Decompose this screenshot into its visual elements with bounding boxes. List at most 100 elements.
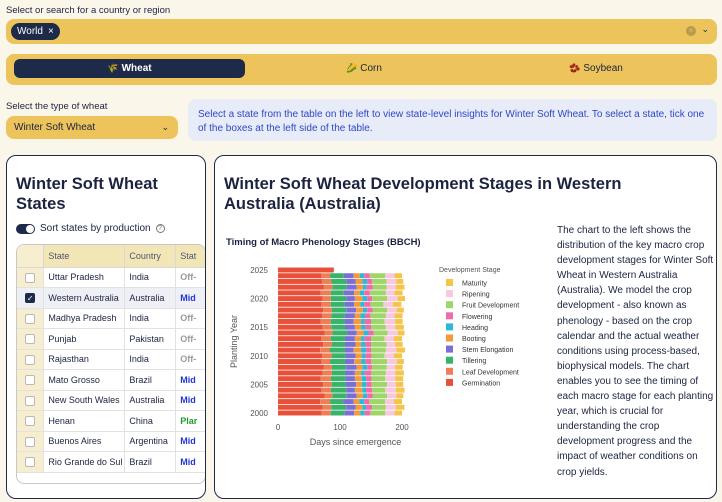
sort-toggle-label: Sort states by production [40,223,151,234]
table-row[interactable]: Madhya Pradesh India Off- [17,308,205,329]
bar-segment [392,301,402,307]
bar-segment [345,381,357,387]
column-header-state[interactable]: State [43,245,126,268]
tab-wheat[interactable]: 🌾 Wheat [14,59,245,78]
legend-entry: Leaf Development [462,369,519,376]
legend-swatch [446,301,453,309]
y-tick-label: 2025 [250,266,268,275]
row-select-cell [17,349,45,370]
sort-toggle-switch[interactable] [16,223,35,234]
bar-segment [366,284,373,290]
row-checkbox[interactable] [25,416,36,427]
region-select[interactable]: World × × ⌄ [6,19,717,44]
legend-swatch [446,279,453,286]
country-cell: Brazil [124,451,177,473]
bar-segment [395,376,404,382]
row-checkbox[interactable] [25,395,36,406]
bar-segment [371,376,386,382]
bar-segment [320,319,331,324]
table-row[interactable]: Rajasthan India Off- [17,349,205,370]
bar-segment [331,313,345,319]
bar-segment [354,313,361,319]
bar-segment [346,296,355,302]
tab-soybean[interactable]: 🫘 Soybean [483,59,709,78]
table-row[interactable]: New South Wales Australia Mid [17,390,205,411]
row-checkbox[interactable]: ✓ [25,293,36,304]
bar-segment [365,359,371,364]
row-checkbox[interactable] [25,375,36,386]
development-panel: Winter Soft Wheat Development Stages in … [214,155,717,499]
states-table[interactable]: State Country Stat Uttar Pradesh India Off… [16,244,205,484]
wheat-type-select[interactable]: Winter Soft Wheat ⌄ [6,116,178,139]
state-cell: Madhya Pradesh [43,308,126,329]
stage-cell: Mid [175,369,205,391]
table-row[interactable]: ✓ Western Australia Australia Mid [17,287,205,309]
row-checkbox[interactable] [25,272,36,283]
bar-segment [346,404,356,410]
help-icon[interactable]: ? [155,224,165,233]
bar-segment [353,319,362,324]
table-row[interactable]: Henan China Plar [17,410,205,432]
bar-segment [372,278,387,284]
chevron-down-icon: ⌄ [161,122,169,132]
bar-segment [364,290,370,296]
y-tick-label: 2005 [250,380,268,389]
table-row[interactable]: Buenos Aires Argentina Mid [17,431,205,452]
stage-cell: Mid [175,451,205,473]
bar-segment [372,307,388,313]
bar-segment [346,284,357,290]
chart-title: Timing of Macro Phenology Stages (BBCH) [226,237,421,248]
chip-remove-icon[interactable]: × [47,26,54,37]
x-tick-label: 200 [395,423,409,432]
bar-segment [331,278,347,284]
bar-segment [330,301,345,307]
y-tick-label: 2010 [250,352,268,361]
tab-corn[interactable]: 🌽 Corn [249,59,479,78]
bar-segment [362,364,368,370]
row-checkbox[interactable] [25,354,36,365]
clear-icon[interactable]: × [686,26,696,36]
table-row[interactable]: Uttar Pradesh India Off- [17,267,205,288]
bar-segment [385,387,396,393]
development-description: The chart to the left shows the distribu… [557,225,714,478]
bar-segment [365,353,372,359]
legend-title: Development Stage [439,267,501,274]
bar-segment [395,319,403,324]
bar-segment [354,336,362,342]
bar-segment [371,381,388,387]
bar-segment [397,296,406,302]
table-row[interactable]: Rio Grande do Sul Brazil Mid [17,451,205,473]
table-row[interactable]: Punjab Pakistan Off- [17,328,205,350]
y-axis-label: Planting Year [229,315,239,368]
row-checkbox[interactable] [25,334,36,345]
bar-segment [344,347,354,353]
bar-segment [331,370,345,376]
bar-segment [385,370,396,376]
table-row[interactable]: Mato Grosso Brazil Mid [17,369,205,391]
bar-segment [365,324,371,330]
x-axis-label: Days since emergence [310,437,402,447]
bar-segment [371,336,385,342]
row-checkbox[interactable] [25,436,36,447]
bar-segment [395,341,403,347]
bar-segment [354,410,361,416]
bar-segment [386,278,397,284]
legend-swatch [446,345,453,353]
bar-segment [323,381,332,387]
column-header-stage[interactable]: Stat [175,245,205,268]
column-header-country[interactable]: Country [124,245,177,268]
bar-segment [385,290,395,296]
bar-segment [354,324,362,330]
chevron-down-icon[interactable]: ⌄ [701,24,709,34]
region-chip[interactable]: World × [11,23,60,40]
bar-segment [322,370,332,376]
bar-segment [395,364,403,370]
country-cell: Argentina [124,431,177,452]
bar-segment [278,393,325,399]
bar-segment [362,296,368,302]
row-select-cell [17,369,45,391]
bar-segment [365,341,371,347]
row-checkbox[interactable] [25,457,36,468]
row-checkbox[interactable] [25,313,36,324]
country-cell: Australia [124,287,177,309]
